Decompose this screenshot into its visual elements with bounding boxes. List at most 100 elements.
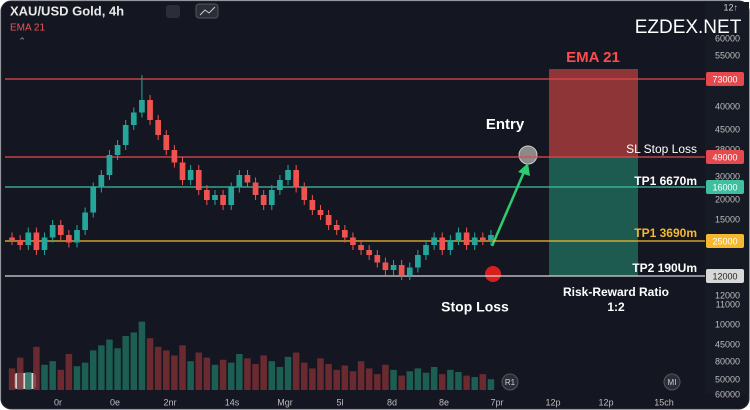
volume-bar (163, 350, 170, 390)
candle-body (358, 245, 364, 250)
candle-body (155, 120, 161, 135)
volume-bar (382, 364, 389, 390)
price-axis-label: 11000 (716, 299, 740, 309)
candle-body (130, 112, 137, 125)
candle-body (41, 237, 48, 250)
candle-body (82, 212, 88, 230)
volume-bar (447, 369, 454, 390)
badge[interactable] (501, 373, 519, 391)
candle-body (204, 190, 210, 200)
x-axis-label: 0r (54, 397, 62, 407)
x-axis-label: 14s (225, 397, 240, 407)
volume-bar (463, 375, 470, 390)
price-axis-label: 45000 (715, 339, 740, 349)
icon[interactable] (166, 5, 180, 18)
arrow-head (518, 163, 530, 176)
volume-bar (341, 365, 349, 390)
candle-body (74, 230, 80, 243)
candle-body (244, 175, 251, 183)
volume-bar (471, 377, 478, 390)
volume-bar (374, 374, 381, 390)
entry-point (518, 145, 538, 165)
volume-bar (219, 359, 227, 390)
level-badge-label: 73000 (712, 74, 737, 84)
candle-body (179, 162, 186, 180)
price-axis-label: 50000 (715, 374, 740, 384)
volume-bar (309, 368, 316, 390)
volume-bar (479, 374, 487, 390)
volume-bar (357, 361, 365, 390)
candle-body (195, 170, 202, 190)
volume-bar (398, 375, 405, 390)
icon-glyph (199, 6, 216, 16)
level-badge-label: 49000 (712, 152, 737, 162)
candle-body (479, 237, 486, 240)
x-axis-label: 8d (387, 397, 397, 407)
candle-body (447, 240, 454, 250)
price-axis-label: 60000 (715, 389, 740, 399)
price-axis-label: 30000 (715, 171, 740, 181)
candle-body (350, 237, 356, 245)
level-badge (706, 72, 744, 86)
candle-body (228, 187, 235, 205)
candle-body (325, 215, 332, 225)
volume-bar (227, 362, 235, 390)
candle-body (57, 225, 64, 235)
candle-body (471, 237, 478, 245)
volume-bar (122, 336, 129, 390)
x-axis-label: 12p (598, 397, 613, 407)
x-axis-label: 8e (439, 397, 449, 407)
candle-body (463, 232, 470, 245)
price-axis-label: 15000 (715, 214, 740, 224)
watermark: EZDEX.NET (635, 17, 742, 38)
candle-body (455, 232, 462, 240)
price-axis-label: 40000 (715, 101, 740, 111)
plot: 60000 55000 40000 45000 38000 30000 20000 15000… (5, 33, 744, 407)
x-axis-label: 12p (545, 397, 560, 407)
price-axis-label: 12000 (715, 290, 740, 300)
candle-body (398, 265, 405, 275)
tp-label: TP1 6670m (634, 174, 697, 188)
candle-body (301, 187, 308, 200)
candle-body (333, 225, 340, 230)
volume-bar (16, 357, 24, 390)
candle-body (220, 195, 226, 205)
volume-bar (414, 368, 422, 390)
volume-bar (244, 358, 251, 390)
volume-bar (260, 355, 267, 390)
volume-bar (236, 354, 243, 390)
candle-body (390, 265, 397, 270)
candle-body (309, 200, 316, 210)
candle-body (25, 232, 32, 245)
sl-label: SL Stop Loss (626, 142, 697, 156)
x-axis-label: 5l (336, 397, 343, 407)
symbol: XAU/USD Gold, 4h (10, 3, 124, 18)
candle-body (187, 170, 194, 180)
badge-label: MI (668, 378, 677, 387)
candle-body (252, 182, 259, 195)
candle-body (114, 145, 121, 155)
volume-bar (390, 369, 397, 390)
volume-bar (65, 354, 73, 390)
candle-body (374, 255, 381, 263)
candle-body (366, 250, 373, 255)
volume-bar (325, 364, 332, 390)
volume-bar (49, 361, 56, 390)
candle-body (488, 235, 494, 240)
price-axis-label: 10000 (715, 319, 740, 329)
volume-bar (89, 350, 97, 390)
collapse[interactable]: ⌃ (18, 37, 26, 48)
volume-bar (187, 361, 194, 390)
volume-bar (349, 371, 357, 390)
candle-body (285, 170, 291, 180)
entry-arrow (490, 171, 526, 247)
candle-body (98, 175, 105, 188)
x-axis-label: 0e (110, 397, 120, 407)
candle-body (90, 187, 97, 213)
volume-bar (179, 345, 186, 390)
badge[interactable] (663, 373, 681, 391)
level-badge (706, 150, 744, 164)
candle-body (147, 100, 153, 120)
candle-body (431, 237, 437, 245)
